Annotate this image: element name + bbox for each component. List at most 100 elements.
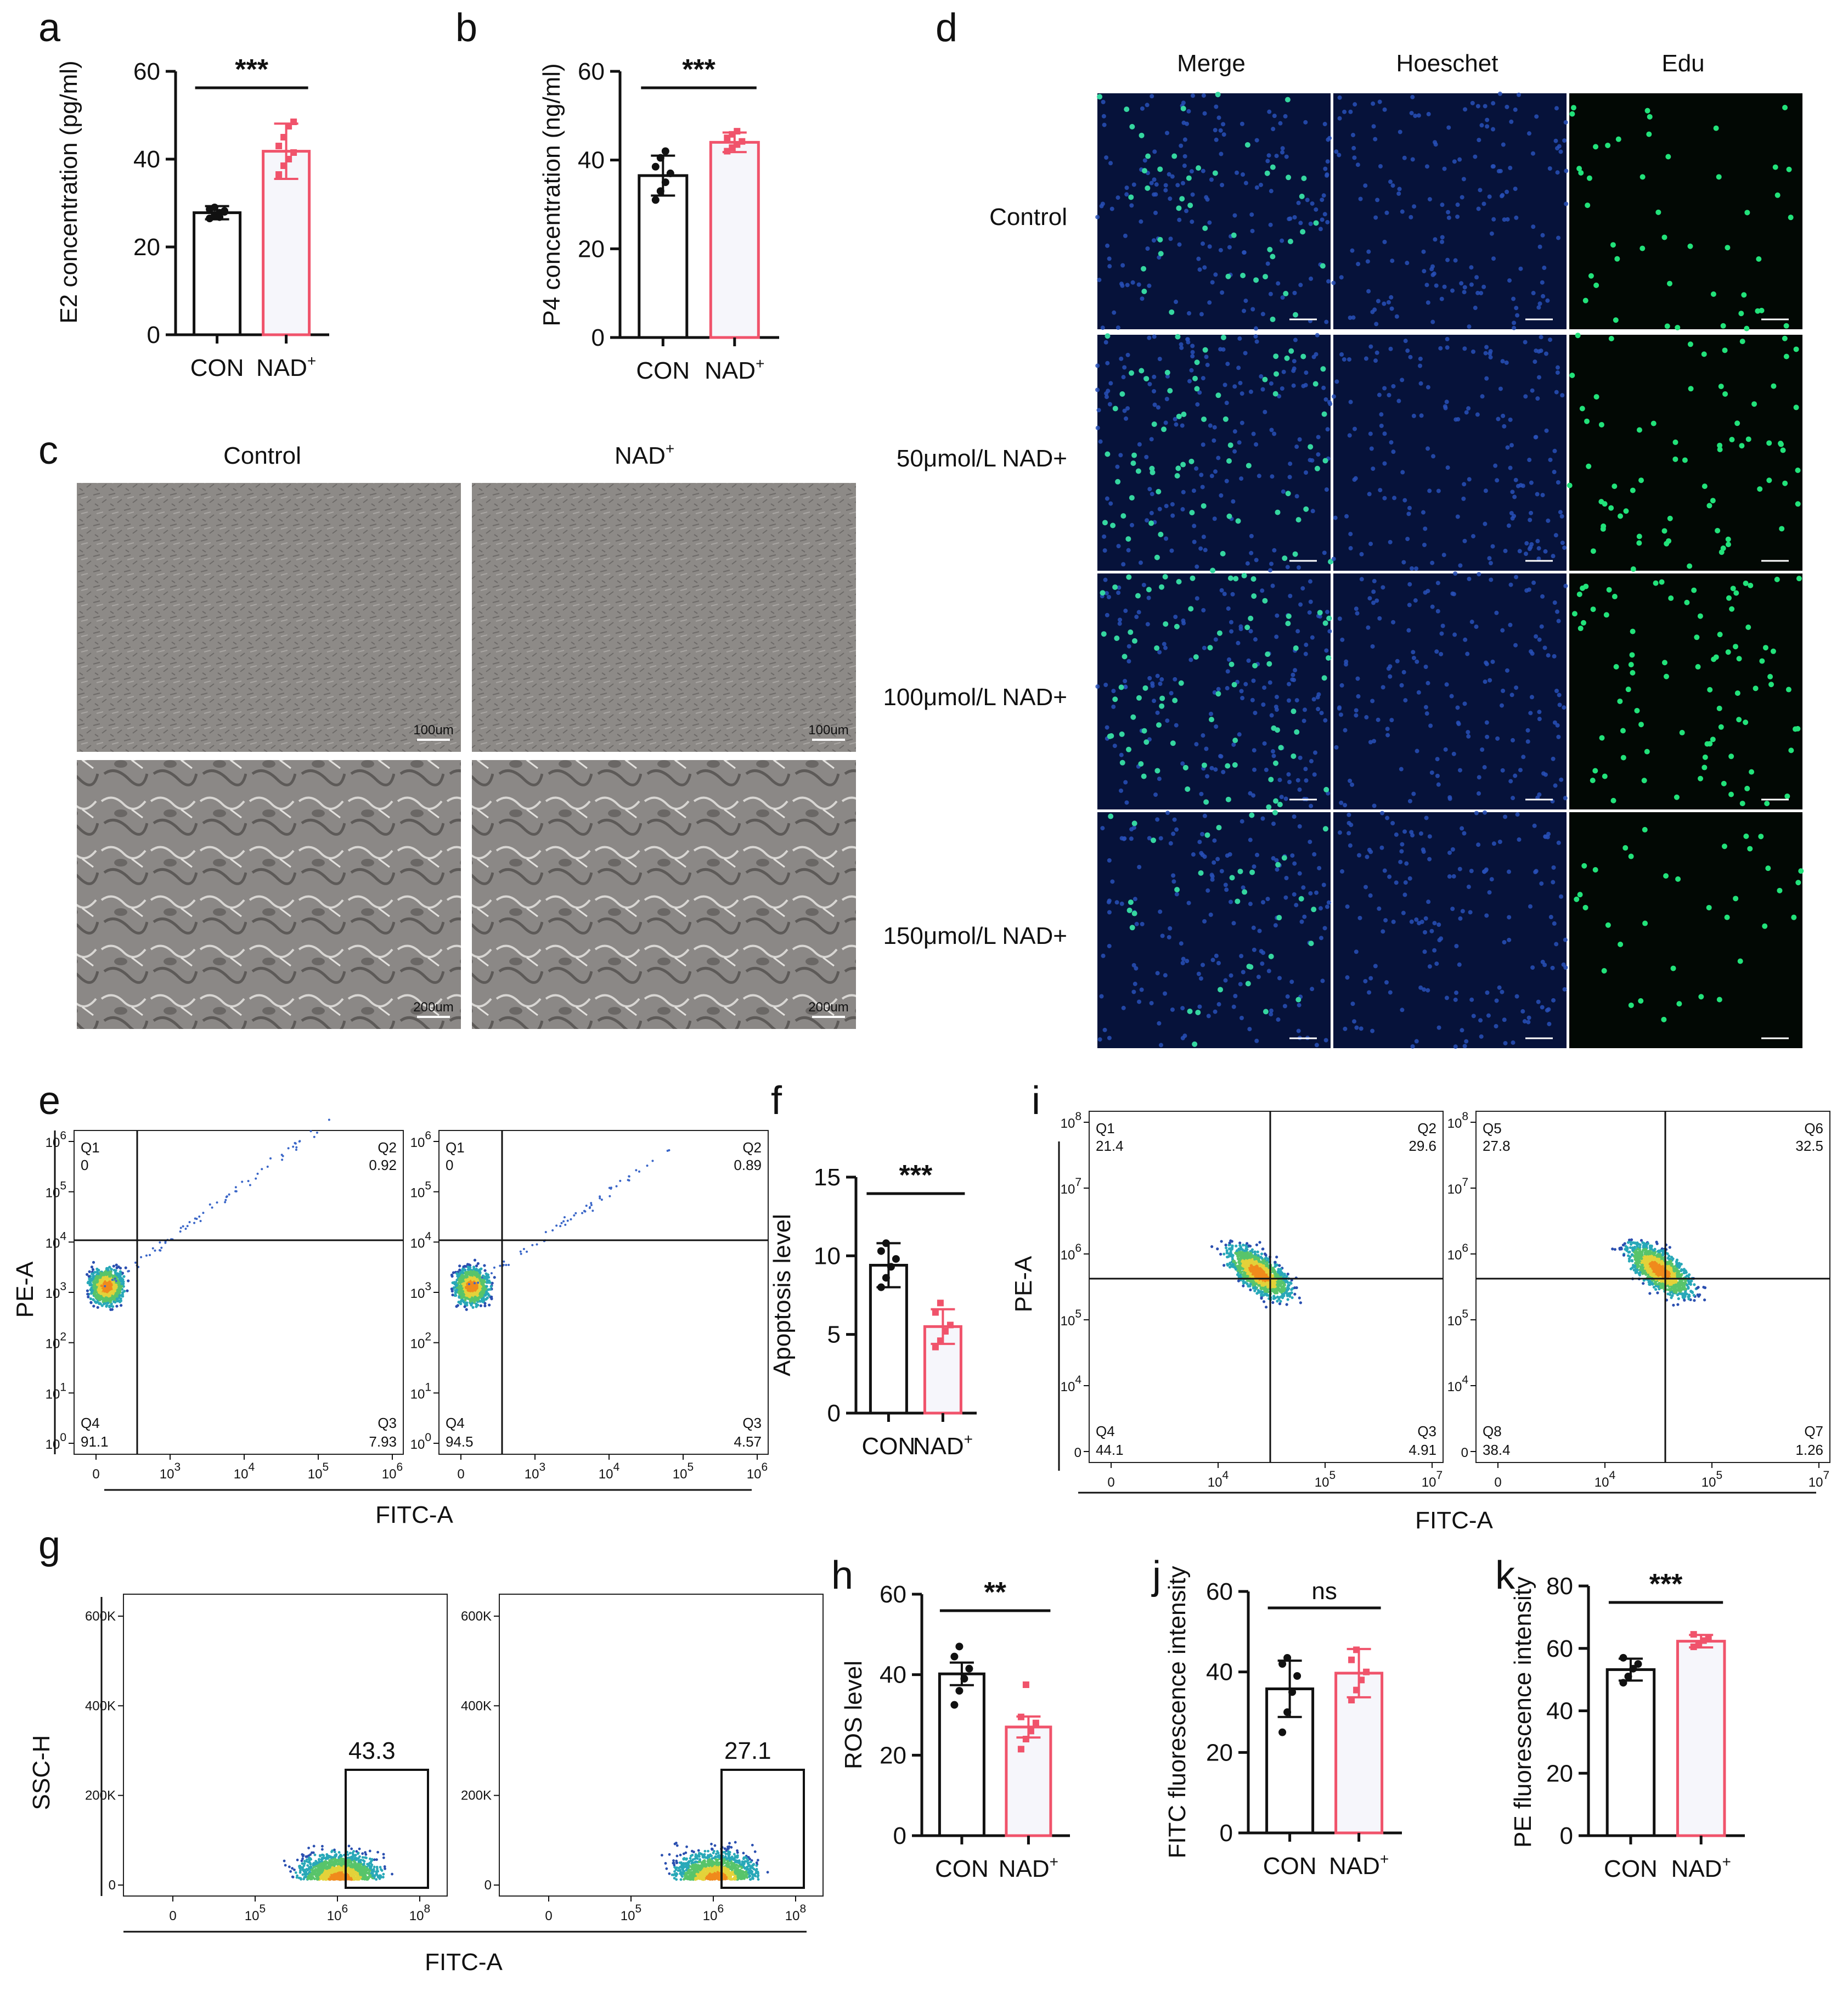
- data-point-a: [216, 213, 224, 221]
- nucleus: [1298, 755, 1303, 760]
- edu-cell: [1782, 480, 1788, 486]
- nucleus: [1502, 424, 1507, 429]
- nucleus: [1145, 622, 1150, 627]
- nucleus: [1503, 814, 1508, 819]
- data-point-b: [739, 138, 746, 145]
- nucleus: [1153, 210, 1158, 215]
- nucleus: [1201, 535, 1206, 539]
- event-dot: [247, 1180, 250, 1183]
- nucleus: [1427, 488, 1432, 493]
- event-dot: [134, 1261, 137, 1264]
- nucleus: [1506, 523, 1511, 528]
- edu-cell: [1157, 237, 1163, 243]
- edu-cell: [1725, 536, 1731, 542]
- nucleus: [1105, 361, 1110, 365]
- nucleus: [1446, 215, 1451, 220]
- nucleus: [1491, 101, 1496, 106]
- nucleus: [1152, 192, 1157, 197]
- nucleus: [1460, 195, 1464, 200]
- nucleus: [1292, 892, 1297, 897]
- nucleus: [1484, 345, 1489, 350]
- nucleus: [1292, 290, 1297, 295]
- nucleus: [1542, 266, 1547, 271]
- nucleus: [1212, 516, 1217, 521]
- event-dot: [482, 1284, 485, 1287]
- nucleus: [1352, 1019, 1357, 1024]
- event-dot: [106, 1281, 110, 1285]
- nucleus: [1190, 344, 1195, 348]
- nucleus: [1489, 877, 1494, 882]
- nucleus: [1269, 381, 1274, 386]
- event-dot: [531, 1244, 534, 1246]
- nucleus: [1348, 109, 1353, 114]
- edu-cell: [1630, 628, 1636, 634]
- edu-cell: [1171, 153, 1177, 159]
- nucleus: [1367, 492, 1372, 497]
- nucleus: [1202, 111, 1207, 116]
- nucleus: [1439, 936, 1444, 941]
- nucleus: [1271, 127, 1276, 132]
- nucleus: [1100, 325, 1105, 330]
- edu-cell: [1737, 958, 1743, 964]
- nucleus: [1494, 610, 1499, 615]
- edu-cell: [1784, 793, 1790, 799]
- nucleus: [1294, 494, 1299, 499]
- nucleus: [1233, 994, 1238, 999]
- nucleus: [1310, 987, 1315, 992]
- data-point-k: [1634, 1660, 1642, 1668]
- data-point-f: [877, 1283, 885, 1291]
- data-point-a: [275, 171, 283, 178]
- nucleus: [1504, 360, 1509, 365]
- nucleus: [1547, 1021, 1552, 1026]
- edu-cell: [1744, 325, 1750, 331]
- event-dot: [159, 1249, 161, 1252]
- edu-cell: [1706, 503, 1712, 509]
- nucleus: [1260, 312, 1265, 317]
- nucleus: [1114, 900, 1119, 905]
- edu-cell: [1135, 468, 1141, 474]
- nucleus: [1470, 349, 1475, 354]
- data-point-h: [1032, 1719, 1039, 1726]
- nucleus: [1462, 831, 1467, 836]
- event-dot: [1256, 1250, 1259, 1253]
- nucleus: [1382, 431, 1387, 436]
- data-point-a: [280, 162, 288, 169]
- nucleus: [1427, 834, 1432, 839]
- edu-cell: [1748, 582, 1754, 588]
- nucleus: [1147, 836, 1152, 841]
- nucleus: [1445, 257, 1450, 262]
- event-dot: [224, 1199, 227, 1201]
- nucleus: [1382, 461, 1387, 466]
- nucleus: [1500, 628, 1505, 633]
- nucleus: [1404, 861, 1409, 866]
- nucleus: [1107, 402, 1112, 407]
- event-dot: [590, 1202, 593, 1205]
- nucleus: [1212, 425, 1217, 430]
- nucleus: [1267, 680, 1272, 685]
- nucleus: [1379, 423, 1384, 428]
- nucleus: [1440, 623, 1445, 628]
- edu-cell: [1687, 341, 1693, 347]
- event-dot: [102, 1294, 105, 1297]
- event-dot: [198, 1215, 201, 1218]
- nucleus: [1545, 1008, 1550, 1013]
- data-point-f: [887, 1263, 895, 1271]
- nucleus: [1513, 107, 1518, 112]
- data-point-j: [1358, 1677, 1365, 1684]
- nucleus: [1190, 192, 1195, 197]
- nucleus: [1303, 120, 1308, 125]
- scale-bar-label: 200um: [413, 1000, 453, 1015]
- event-dot: [92, 1304, 95, 1308]
- edu-cell: [1605, 922, 1611, 928]
- nucleus: [1119, 901, 1124, 906]
- bar-k-1: [1676, 1640, 1726, 1837]
- event-dot: [464, 1278, 467, 1281]
- nucleus: [1517, 549, 1522, 554]
- nucleus: [1539, 348, 1543, 353]
- edu-cell: [1725, 245, 1731, 251]
- edu-cell: [1244, 142, 1250, 148]
- nucleus: [1400, 470, 1405, 475]
- event-dot: [124, 1266, 127, 1269]
